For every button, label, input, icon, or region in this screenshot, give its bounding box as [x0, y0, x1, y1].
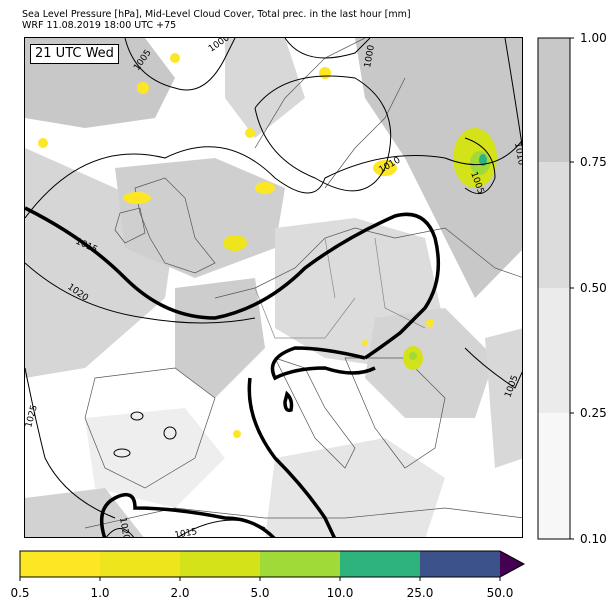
time-label: 21 UTC Wed [30, 44, 119, 64]
cloud-area [265, 438, 445, 537]
precip-tick-label: 2.0 [170, 586, 190, 600]
precip-cell [426, 319, 434, 327]
british-isles-outline [134, 177, 216, 274]
isobar-line [25, 367, 116, 519]
cloud-tick-label: 0.50 [580, 281, 607, 295]
continent-outline [214, 227, 522, 299]
iberia-outline [84, 367, 216, 489]
precip-colorbar [19, 550, 526, 581]
isobar-line [284, 38, 371, 59]
precip-tick-label: 5.0 [250, 586, 270, 600]
isobar-ring [130, 411, 144, 421]
isobars [25, 38, 522, 537]
isobar-line [504, 38, 522, 149]
precip-colorbar-segment [340, 551, 420, 577]
isobar-line [105, 528, 135, 537]
cloud-colorbar [537, 37, 574, 540]
cloud-cover-layer [25, 38, 522, 537]
cloud-colorbar-segment [538, 288, 570, 413]
precip-tick-label: 10.0 [326, 586, 354, 600]
isobar-line [464, 137, 496, 195]
precip-cell [362, 340, 368, 346]
precip-cell [123, 192, 151, 204]
precip-colorbar-segment [260, 551, 340, 577]
isobar-1015-line [99, 492, 276, 537]
precip-cell [319, 67, 331, 79]
chart-title: Sea Level Pressure [hPa], Mid-Level Clou… [22, 9, 411, 20]
cloud-tick-label: 0.10 [580, 532, 607, 546]
cloud-tick-label: 0.25 [580, 406, 607, 420]
precip-tick-label: 1.0 [90, 586, 110, 600]
isobar-line [25, 139, 522, 219]
precip-colorbar-segment [420, 551, 500, 577]
map-canvas: 1005 1000 1000 1010 1010 1005 1015 1020 … [25, 38, 523, 538]
isobar-1015-line [283, 390, 294, 413]
cloud-colorbar-segment [538, 162, 570, 288]
cloud-area [85, 408, 225, 508]
isobar-line [254, 75, 392, 192]
precip-tick-label: 0.5 [10, 586, 30, 600]
africa-coast [84, 507, 522, 529]
isobar-label: 1015 [174, 527, 198, 538]
isobar-line [25, 262, 256, 324]
precip-cell [233, 430, 241, 438]
cloud-area [485, 328, 522, 468]
precip-colorbar-border [19, 550, 526, 578]
isobar-line [464, 347, 522, 389]
precip-tick-label: 50.0 [486, 586, 514, 600]
precip-colorbar-segment [100, 551, 180, 577]
isobar-label: 1010 [512, 142, 523, 167]
ireland-outline [114, 207, 146, 244]
isobar-1015-line [25, 206, 441, 360]
precip-cell [409, 352, 417, 360]
small-isobar-rings [113, 411, 177, 458]
precip-cell [255, 182, 275, 194]
precip-colorbar-segment [20, 551, 100, 577]
cloud-colorbar-segment [538, 413, 570, 539]
precipitation-layer [38, 53, 497, 438]
cloud-area [175, 278, 265, 398]
precip-cell [479, 154, 487, 166]
run-info: WRF 11.08.2019 18:00 UTC +75 [22, 20, 177, 31]
cloud-tick-label: 0.75 [580, 155, 607, 169]
precip-cell [170, 53, 180, 63]
isobar-line [124, 38, 236, 91]
isobar-label: 1000 [363, 44, 377, 69]
isobar-label: 1020 [117, 517, 131, 538]
precip-cell [223, 235, 247, 251]
isobar-ring [163, 426, 177, 440]
cloud-colorbar-segment [538, 38, 570, 162]
precip-tick-label: 25.0 [406, 586, 434, 600]
precip-cell [137, 82, 149, 94]
italy-outline [274, 357, 356, 469]
cloud-tick-label: 1.00 [580, 31, 607, 45]
precip-colorbar-extend-arrow [500, 551, 524, 577]
forecast-map: 1005 1000 1000 1010 1010 1005 1015 1020 … [24, 37, 523, 538]
cloud-area [355, 38, 522, 298]
cloud-area [225, 38, 305, 138]
isobars-1015-bold [25, 206, 441, 537]
precip-cell [245, 128, 255, 138]
isobar-ring [113, 448, 131, 458]
precip-cell [38, 138, 48, 148]
precip-colorbar-segment [180, 551, 260, 577]
isobar-1015-line [247, 346, 376, 537]
